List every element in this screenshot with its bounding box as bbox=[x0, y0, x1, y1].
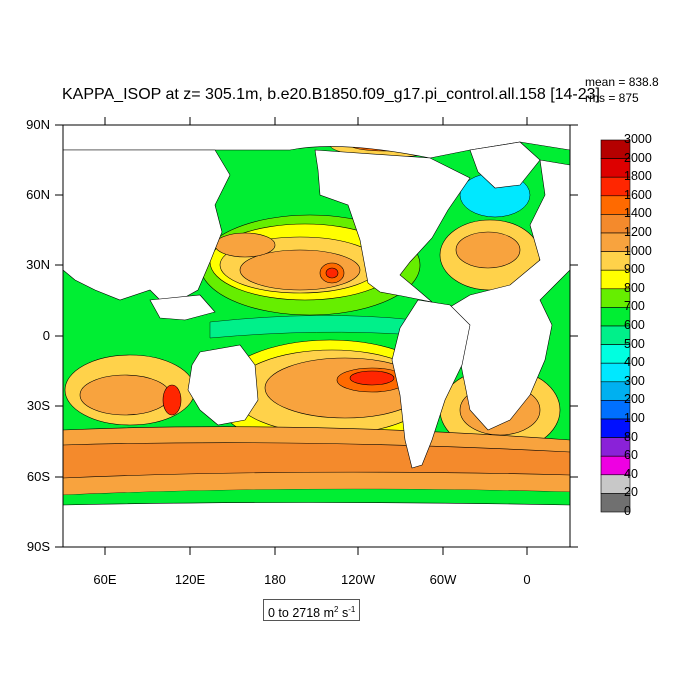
lat-label-60s: 60S bbox=[26, 469, 50, 484]
land-south-america bbox=[391, 299, 471, 469]
range-unit-s: s bbox=[338, 606, 349, 621]
lon-label-60w: 60W bbox=[429, 572, 457, 587]
range-unit-sup2: 2 bbox=[334, 605, 339, 614]
colorbar-level-label: 3000 bbox=[624, 132, 652, 146]
antarctic-shelf bbox=[63, 489, 570, 505]
colorbar-level-label: 1400 bbox=[624, 206, 652, 221]
range-label: 0 to 2718 m2 s-1 bbox=[263, 599, 361, 621]
colorbar-level-label: 2000 bbox=[624, 150, 652, 165]
colorbar-level-label: 300 bbox=[624, 373, 645, 388]
rms-stat: rms = 875 bbox=[585, 91, 639, 105]
land-masses bbox=[63, 125, 570, 547]
land-antarctica bbox=[63, 502, 570, 547]
natl-core bbox=[455, 231, 521, 269]
colorbar-level-label: 1800 bbox=[624, 169, 652, 184]
lon-label-60e: 60E bbox=[93, 572, 117, 587]
nw-pacific-core bbox=[214, 232, 276, 258]
colorbar-level-label: 700 bbox=[624, 299, 645, 314]
lat-label-60n: 60N bbox=[26, 187, 50, 202]
indian-core bbox=[79, 374, 171, 416]
spac-max bbox=[349, 370, 395, 386]
npac-max bbox=[325, 267, 339, 279]
lat-label-30s: 30S bbox=[26, 398, 50, 413]
lat-label-0: 0 bbox=[42, 328, 50, 343]
lat-tick-marks bbox=[55, 124, 578, 548]
map-title: KAPPA_ISOP at z= 305.1m, b.e20.B1850.f09… bbox=[62, 86, 600, 103]
colorbar-level-label: 1200 bbox=[624, 225, 652, 239]
lon-label-120w: 120W bbox=[341, 572, 375, 587]
colorbar-level-label: 80 bbox=[624, 429, 638, 444]
colorbar-level-label: 400 bbox=[624, 355, 645, 370]
lon-tick-marks bbox=[104, 117, 528, 555]
colorbar-level-label: 800 bbox=[624, 280, 645, 295]
ocean-field bbox=[63, 125, 570, 547]
lon-label-0: 0 bbox=[523, 572, 531, 587]
southern-band-inner bbox=[63, 442, 570, 479]
range-text: 0 to 2718 m bbox=[268, 606, 335, 621]
lon-label-120e: 120E bbox=[174, 572, 206, 587]
colorbar bbox=[600, 139, 631, 513]
land-greenland bbox=[469, 141, 541, 189]
agulhas-max bbox=[162, 384, 182, 416]
colorbar-level-label: 20 bbox=[624, 485, 638, 500]
mean-stat: mean = 838.8 bbox=[585, 75, 659, 89]
colorbar-level-label: 1600 bbox=[624, 187, 652, 202]
land-maritime bbox=[149, 294, 216, 321]
land-europe-africa bbox=[444, 159, 570, 431]
colorbar-level-label: 900 bbox=[624, 262, 645, 277]
lon-label-180: 180 bbox=[264, 572, 286, 587]
lat-label-30n: 30N bbox=[26, 257, 50, 272]
colorbar-level-label: 1000 bbox=[624, 243, 652, 258]
colorbar-level-label: 500 bbox=[624, 336, 645, 351]
colorbar-level-label: 0 bbox=[624, 504, 631, 518]
range-unit-sup-neg1: -1 bbox=[348, 605, 356, 614]
colorbar-level-label: 200 bbox=[624, 392, 645, 407]
land-australia bbox=[187, 344, 259, 426]
colorbar-level-label: 600 bbox=[624, 318, 645, 332]
colorbar-level-label: 100 bbox=[624, 411, 645, 425]
colorbar-level-label: 40 bbox=[624, 466, 638, 481]
colorbar-level-label: 60 bbox=[624, 448, 638, 463]
lat-label-90n: 90N bbox=[26, 117, 50, 132]
lat-label-90s: 90S bbox=[26, 539, 50, 554]
colorbar-box bbox=[600, 493, 631, 513]
